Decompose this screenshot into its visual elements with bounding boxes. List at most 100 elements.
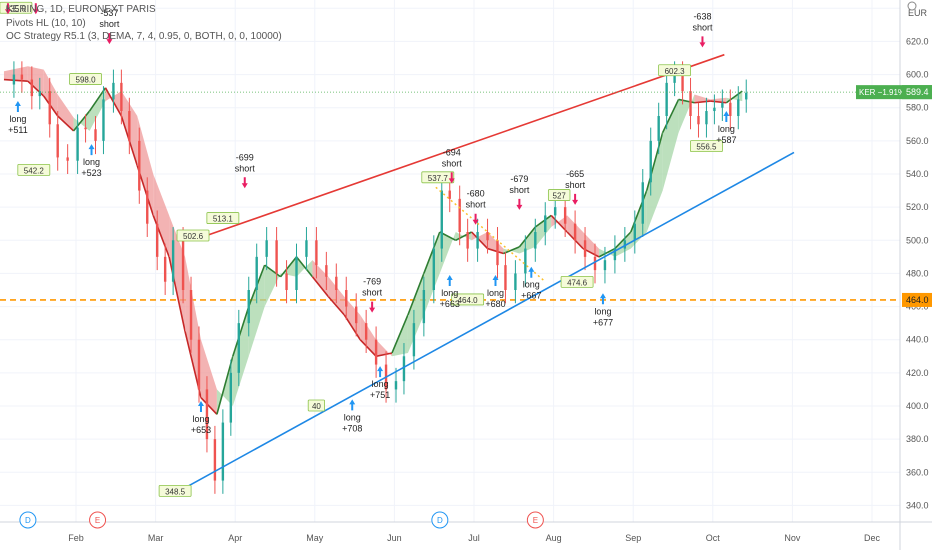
candle-body [138, 140, 141, 191]
price-tick-label: 340.0 [906, 500, 929, 510]
band-edge [550, 214, 568, 233]
short-signal-label: -537 [100, 8, 118, 18]
candle-body [697, 116, 700, 125]
candle-body [534, 232, 537, 249]
price-tick-label: 520.0 [906, 202, 929, 212]
short-signal-label: short [442, 158, 463, 168]
candle-body [573, 223, 577, 241]
band-edge [152, 215, 170, 258]
short-arrow-icon [106, 33, 113, 45]
event-marker-label: D [437, 516, 443, 525]
long-signal-label: long [344, 412, 361, 422]
candle-body [603, 260, 607, 271]
candle-body [213, 439, 217, 481]
band-edge [232, 306, 250, 357]
band-segment [360, 314, 377, 357]
pivot-label: 474.6 [567, 278, 588, 287]
pivot-label: 40 [312, 402, 321, 411]
candle-body [120, 82, 123, 112]
pivot-label-box [547, 189, 571, 201]
short-signal-label: -769 [363, 277, 381, 287]
band-edge [327, 296, 345, 316]
candle-body [649, 140, 652, 183]
time-tick-label: Dec [864, 533, 881, 543]
short-signal-label: short [565, 180, 586, 190]
pivot-label: 537.7 [428, 174, 449, 183]
long-arrow-icon [197, 400, 204, 412]
band-segment [200, 339, 217, 415]
candle-body [673, 74, 676, 83]
candle-body [486, 232, 489, 241]
band-edge [279, 256, 298, 278]
long-signal-label: +667 [521, 291, 541, 301]
pivot-label: 542.2 [24, 166, 45, 175]
long-arrow-icon [492, 275, 499, 287]
short-arrow-icon [448, 172, 455, 184]
long-signal-label: +511 [8, 125, 28, 135]
candle-body [633, 223, 636, 241]
resistance-trendline [192, 53, 725, 242]
short-signal-label: short [509, 185, 530, 195]
price-tick-label: 360.0 [906, 467, 929, 477]
candle-body [665, 82, 668, 116]
long-signal-label: long [487, 288, 504, 298]
last-price-label: 589.4 [906, 87, 929, 97]
long-signal-label: +677 [593, 317, 613, 327]
band-edge [645, 132, 664, 191]
band-segment [646, 132, 663, 232]
event-marker-label: E [95, 516, 100, 525]
band-segment [185, 256, 201, 398]
symbol-badge-label: KER −1.91% [859, 88, 905, 97]
band-edge [471, 231, 489, 250]
short-signal-label: -679 [510, 174, 528, 184]
long-signal-label: +751 [370, 390, 390, 400]
candle-body [325, 265, 328, 277]
pivot-label: 598.0 [76, 76, 97, 85]
band-edge [359, 339, 377, 357]
band-edge [503, 246, 520, 255]
candle-body [524, 248, 527, 274]
band-segment [376, 339, 393, 357]
candle-body [466, 232, 469, 249]
band-edge [518, 226, 536, 248]
band-edge [200, 397, 218, 415]
price-tick-label: 620.0 [906, 36, 929, 46]
time-tick-label: Oct [706, 533, 721, 543]
dotted-trendline [435, 186, 546, 283]
time-tick-label: Jul [468, 533, 480, 543]
price-tick-label: 600.0 [906, 70, 929, 80]
band-edge [661, 99, 680, 133]
candle-body [563, 207, 567, 224]
price-tick-label: 560.0 [906, 136, 929, 146]
settings-gear-icon[interactable] [907, 1, 917, 11]
pivot-label: 556.5 [696, 143, 717, 152]
band-edge [264, 264, 282, 278]
pivot-label: 513.1 [213, 215, 234, 224]
candle-body [593, 256, 597, 271]
event-marker-icon [431, 511, 449, 529]
candle-body [229, 372, 233, 423]
short-arrow-icon [572, 193, 579, 205]
candle-body [84, 127, 87, 130]
band-edge [216, 356, 234, 415]
candle-body [623, 240, 627, 249]
candle-body [689, 91, 692, 116]
long-arrow-icon [88, 144, 95, 156]
pivot-label: 535.0 [6, 4, 27, 13]
band-edge [343, 314, 361, 341]
time-tick-label: Apr [228, 533, 242, 543]
candle-body [544, 215, 547, 232]
price-tick-label: 540.0 [906, 169, 929, 179]
band-edge [487, 247, 504, 255]
candle-body [255, 256, 258, 290]
level-badge [902, 292, 932, 307]
price-tick-label: 400.0 [906, 401, 929, 411]
candle-body [66, 157, 69, 161]
band-segment [296, 256, 313, 277]
long-signal-label: long [192, 414, 209, 424]
band-segment [519, 227, 536, 254]
price-tick-label: 580.0 [906, 103, 929, 113]
candle-body [514, 273, 517, 290]
event-marker-icon [89, 511, 107, 529]
